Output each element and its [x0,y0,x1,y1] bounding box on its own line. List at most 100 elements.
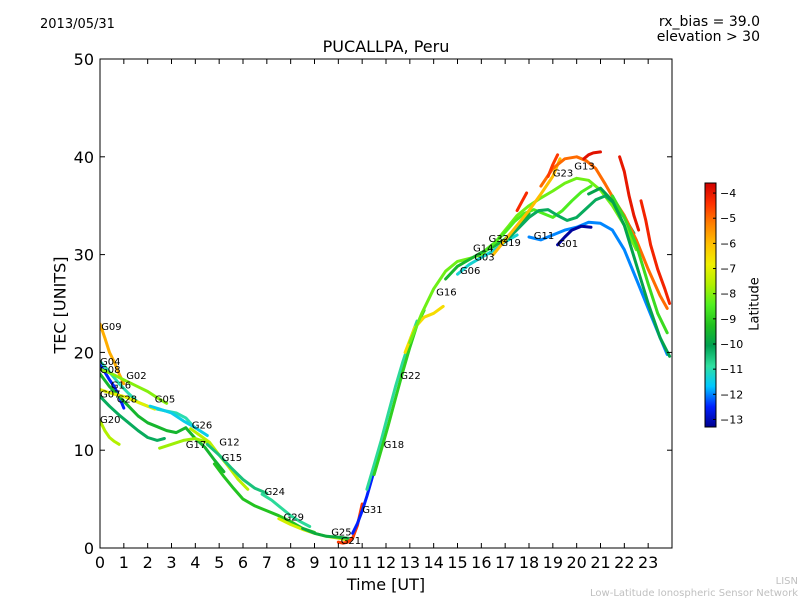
prn-label-g11: G11 [534,231,554,242]
tec-series-g24 [260,492,312,528]
x-tick-label: 9 [309,553,319,572]
x-tick-label: 10 [328,553,348,572]
chart-title: PUCALLPA, Peru [322,37,450,56]
prn-label-g09: G09 [101,322,121,333]
tec-series-g15 [212,462,316,534]
prn-label-g16: G16 [436,288,456,299]
prn-label-g19: G19 [500,238,520,249]
colorbar-tick-label: −9 [720,313,736,326]
x-tick-label: 4 [190,553,200,572]
colorbar-tick-label: −8 [720,288,736,301]
x-tick-label: 22 [614,553,634,572]
tec-series-track-32 [639,199,672,305]
colorbar-gradient [704,182,717,428]
tec-series-track-36 [546,153,560,178]
x-tick-label: 15 [447,553,467,572]
colorbar-tick-label: −13 [720,413,743,426]
colorbar-tick-label: −10 [720,338,743,351]
tec-series-g12 [205,442,269,495]
x-tick-label: 23 [638,553,658,572]
credit-long: Low-Latitude Ionospheric Sensor Network [590,588,798,599]
x-tick-label: 14 [423,553,443,572]
credit-short: LISN [775,576,798,587]
prn-label-g06: G06 [460,266,480,277]
x-tick-label: 13 [400,553,420,572]
x-tick-label: 3 [166,553,176,572]
prn-label-g18: G18 [384,440,404,451]
tec-series-g20 [100,419,121,446]
prn-label-g20: G20 [100,415,120,426]
colorbar-tick-label: −6 [720,237,736,250]
tec-series-g07 [100,394,166,442]
tec-series-g23 [491,157,562,257]
tec-series-g11 [527,220,669,356]
tec-series-g05 [148,404,209,437]
prn-label-g22: G22 [400,371,420,382]
x-tick-label: 17 [495,553,515,572]
x-tick-label: 2 [143,553,153,572]
prn-label-g21: G21 [341,536,361,547]
colorbar: −4 −5 −6 −7 −8 −9 −10 −11 −12 −13 [704,182,743,428]
tec-series-track-34 [587,186,672,358]
colorbar-tick-label: −4 [720,187,736,200]
tec-series-track-31 [618,155,641,232]
prn-label-g28: G28 [117,394,137,405]
tec-series-g16 [100,372,226,474]
tec-series-g06 [408,176,638,345]
prn-label-g24: G24 [265,487,285,498]
rx-bias-label: rx_bias = 39.0 [658,14,760,30]
prn-label-g03: G03 [474,253,494,264]
prn-label-g13: G13 [574,162,594,173]
plot-frame [99,58,673,549]
y-tick-label: 10 [74,441,94,460]
axis-layer: 0 1 2 3 4 5 6 7 8 9 10 11 12 13 14 15 16 17 18 19 20 21 22 2301… [74,50,672,572]
x-tick-label: 7 [262,553,272,572]
x-tick-label: 11 [352,553,372,572]
tec-series-g09 [100,322,126,386]
tec-series-g02 [100,367,169,405]
tec-series-track-35 [515,191,529,213]
x-tick-label: 6 [238,553,248,572]
y-tick-label: 20 [74,343,94,362]
prn-label-g02: G02 [126,371,146,382]
prn-label-g08: G08 [100,365,120,376]
prn-label-g31: G31 [362,505,382,516]
prn-label-g07: G07 [100,389,120,400]
prn-label-g23: G23 [553,168,573,179]
prn-label-g29: G29 [284,513,304,524]
x-tick-label: 12 [376,553,396,572]
tec-series-track-30 [582,150,602,161]
prn-label-g17: G17 [186,440,206,451]
x-tick-label: 1 [119,553,129,572]
x-axis-label: Time [UT] [346,575,426,594]
y-tick-label: 0 [84,539,94,558]
elevation-label: elevation > 30 [656,29,760,45]
x-tick-label: 16 [471,553,491,572]
x-tick-label: 0 [95,553,105,572]
prn-label-g25: G25 [331,527,351,538]
prn-label-g16: G16 [111,381,131,392]
tec-series-g13 [539,155,669,310]
y-tick-label: 40 [74,148,94,167]
prn-label-g32: G32 [489,234,509,245]
tec-series-g01 [556,224,593,247]
x-tick-label: 5 [214,553,224,572]
tec-series-track-33 [610,194,669,335]
series-layer [100,150,672,545]
prn-label-g05: G05 [155,394,175,405]
prn-label-g26: G26 [192,421,212,432]
prn-label-g01: G01 [558,239,578,250]
prn-label-g04: G04 [100,357,120,368]
x-tick-label: 20 [566,553,586,572]
prn-label-g14: G14 [473,244,493,255]
x-tick-label: 19 [543,553,563,572]
date-label: 2013/05/31 [40,17,115,32]
colorbar-tick-label: −11 [720,363,743,376]
y-tick-label: 50 [74,50,94,69]
tec-series-g25 [301,526,350,540]
colorbar-tick-label: −12 [720,388,743,401]
tec-series-g17 [158,437,209,450]
colorbar-tick-label: −5 [720,212,736,225]
